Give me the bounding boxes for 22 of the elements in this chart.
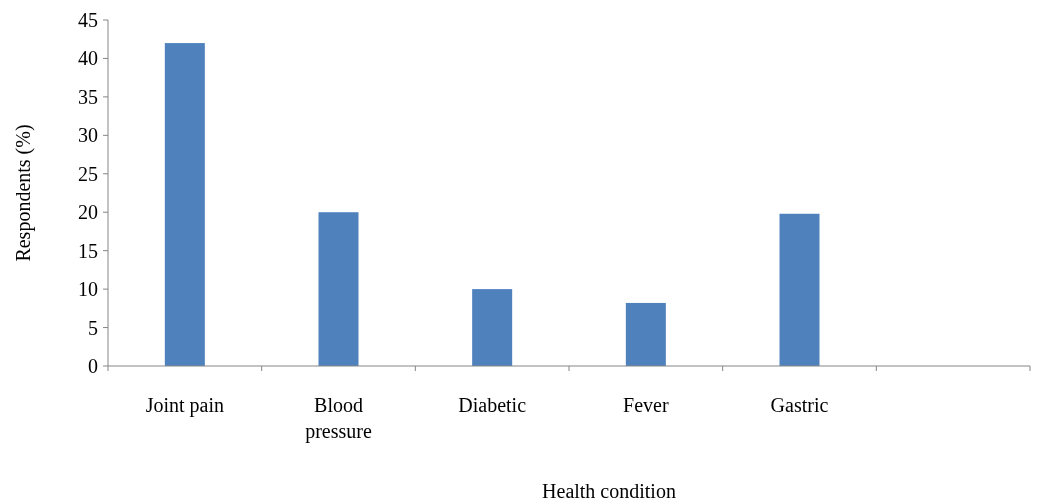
y-tick-label: 10	[78, 278, 98, 301]
y-axis-title: Respondents (%)	[12, 124, 35, 262]
bar	[472, 289, 513, 366]
y-tick-label: 20	[78, 201, 98, 224]
x-tick-label: Joint pain	[145, 394, 225, 417]
y-tick-label: 15	[78, 239, 98, 262]
bar	[164, 43, 205, 366]
y-tick-label: 5	[88, 316, 98, 339]
bar	[318, 212, 359, 366]
x-tick-label: Fever	[623, 394, 669, 416]
x-tick-label: Blood pressure	[305, 394, 372, 443]
x-tick-label: Gastric	[770, 394, 829, 416]
bar	[625, 302, 666, 366]
x-tick-label: Diabetic	[458, 394, 527, 416]
y-tick-label: 25	[78, 162, 98, 185]
y-tick-label: 45	[78, 9, 98, 31]
bar	[779, 213, 820, 366]
y-tick-label: 0	[88, 355, 98, 377]
y-tick-label: 30	[78, 124, 98, 147]
x-axis-title: Health condition	[542, 480, 676, 502]
y-tick-label: 35	[78, 85, 98, 108]
y-tick-label: 40	[78, 47, 98, 70]
